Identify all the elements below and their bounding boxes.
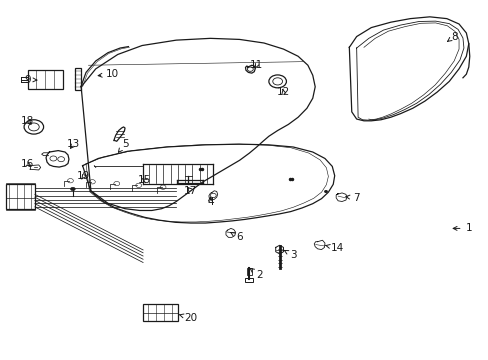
Text: 18: 18 bbox=[21, 116, 34, 126]
Text: 16: 16 bbox=[21, 159, 34, 169]
Text: 3: 3 bbox=[284, 250, 296, 260]
Text: 15: 15 bbox=[138, 175, 151, 185]
Text: 1: 1 bbox=[452, 224, 471, 233]
Text: 4: 4 bbox=[206, 197, 213, 207]
Text: 14: 14 bbox=[325, 243, 343, 253]
Text: 2: 2 bbox=[250, 269, 262, 280]
Text: 5: 5 bbox=[118, 139, 128, 152]
Text: 13: 13 bbox=[67, 139, 81, 149]
Text: 19: 19 bbox=[77, 171, 90, 181]
Bar bbox=[245, 278, 253, 282]
Bar bbox=[246, 268, 251, 275]
Bar bbox=[75, 68, 81, 90]
Text: 6: 6 bbox=[230, 232, 243, 242]
Text: 12: 12 bbox=[276, 87, 289, 97]
Text: 7: 7 bbox=[345, 193, 359, 203]
Bar bbox=[5, 184, 35, 210]
Text: 8: 8 bbox=[447, 32, 457, 41]
Text: 10: 10 bbox=[98, 69, 119, 79]
Bar bbox=[27, 70, 62, 89]
Bar bbox=[143, 305, 178, 320]
Text: 11: 11 bbox=[249, 60, 263, 70]
Text: 9: 9 bbox=[24, 75, 37, 85]
Circle shape bbox=[70, 187, 75, 191]
Text: 20: 20 bbox=[179, 313, 197, 323]
Text: 17: 17 bbox=[184, 186, 197, 196]
